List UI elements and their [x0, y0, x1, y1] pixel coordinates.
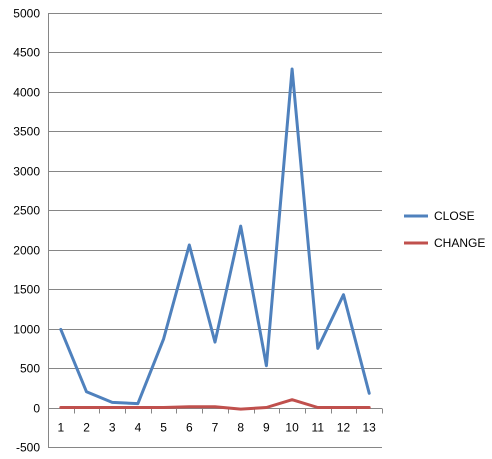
x-tick-label: 7: [212, 421, 219, 435]
x-tick-label: 6: [186, 421, 193, 435]
y-axis-tick-labels: -500 0 500 1000 1500 2000 2500 3000 3500 4000 4500…: [13, 7, 40, 455]
y-tick-label: 2000: [13, 244, 40, 258]
legend-label: CLOSE: [434, 209, 475, 223]
x-tick-label: 11: [312, 421, 325, 435]
legend-item-close: CLOSE: [404, 209, 475, 223]
x-tick-label: 4: [135, 421, 142, 435]
legend: CLOSE CHANGE: [404, 209, 485, 250]
y-tick-label: 4000: [13, 86, 40, 100]
y-tick-label: 2500: [13, 204, 40, 218]
y-tick-label: 0: [33, 402, 40, 416]
y-tick-label: 3500: [13, 125, 40, 139]
legend-item-change: CHANGE: [404, 236, 485, 250]
series-line-close: [59, 67, 371, 406]
x-axis-tick-labels: 1 2 3 4 5 6 7 8 9 10 11 12 13: [58, 421, 377, 435]
x-tick-label: 10: [285, 421, 299, 435]
x-tick-label: 9: [263, 421, 270, 435]
y-tick-label: 3000: [13, 165, 40, 179]
y-tick-label: -500: [16, 441, 40, 455]
y-tick-label: 5000: [13, 7, 40, 21]
y-tick-label: 1500: [13, 283, 40, 297]
series-lines: [59, 67, 371, 411]
x-tick-label: 13: [362, 421, 376, 435]
gridlines: [48, 13, 382, 448]
axes: [48, 13, 383, 447]
y-tick-label: 1000: [13, 323, 40, 337]
x-tick-label: 1: [58, 421, 65, 435]
x-tick-label: 2: [83, 421, 90, 435]
x-tick-label: 5: [160, 421, 167, 435]
y-tick-label: 4500: [13, 46, 40, 60]
x-tick-label: 3: [109, 421, 116, 435]
x-tick-label: 12: [337, 421, 351, 435]
y-tick-label: 500: [20, 362, 40, 376]
legend-label: CHANGE: [434, 236, 485, 250]
x-tick-label: 8: [237, 421, 244, 435]
series-line-change: [59, 398, 371, 411]
